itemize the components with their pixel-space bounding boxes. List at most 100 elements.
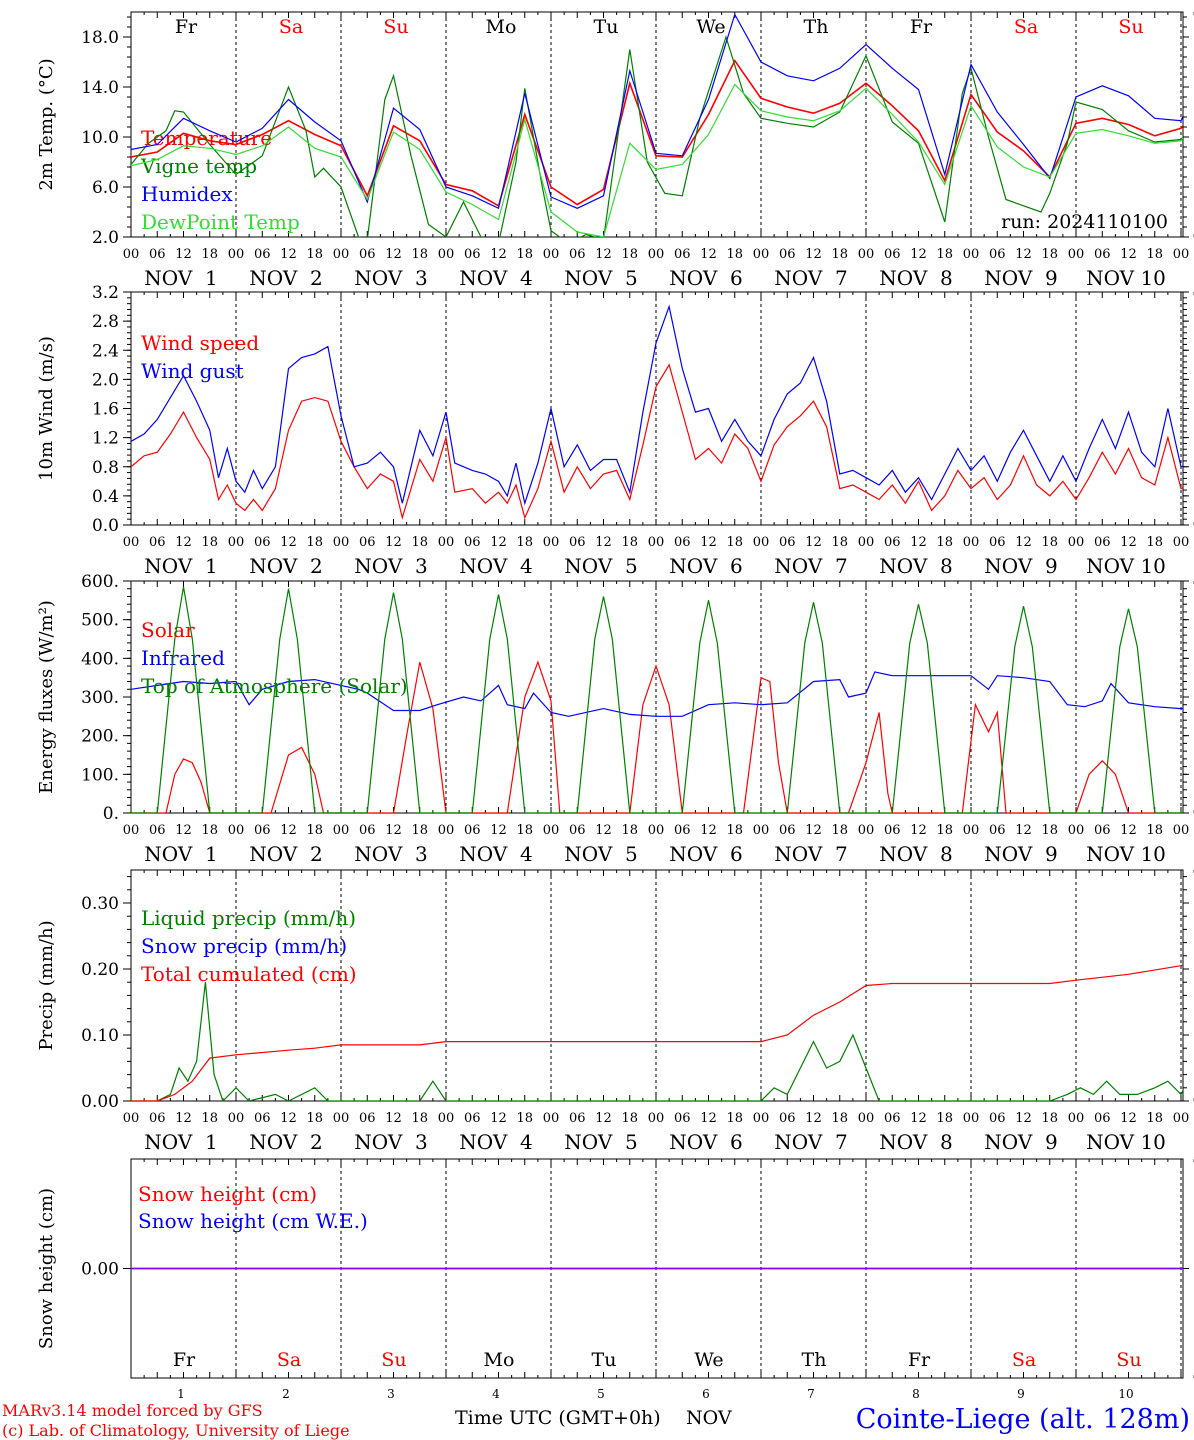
hour-tick-label: 18 xyxy=(936,1111,953,1126)
hour-tick-label: 18 xyxy=(831,535,848,550)
day-number-label: 7 xyxy=(807,1387,815,1401)
date-label: NOV 4 xyxy=(459,842,532,866)
hour-tick-label: 00 xyxy=(1068,535,1085,550)
y-tick-label: 400. xyxy=(81,649,119,669)
hour-tick-label: 00 xyxy=(123,535,140,550)
series-line-wind-speed xyxy=(131,363,1183,520)
day-number-label: 6 xyxy=(702,1387,710,1401)
hour-tick-label: 06 xyxy=(464,247,481,262)
date-label: NOV 1 xyxy=(144,266,217,290)
legend-entry: Temperature xyxy=(141,126,272,150)
hour-tick-label: 18 xyxy=(306,535,323,550)
hour-tick-label: 12 xyxy=(280,1111,297,1126)
panel-2: 0.0 0.4 0.8 1.2 1.6 2.0 2.4 2.8 3.2 10m Wind (m/s… xyxy=(36,283,1194,578)
hour-tick-label: 12 xyxy=(595,1111,612,1126)
hour-tick-label: 06 xyxy=(779,823,796,838)
date-label: NOV 6 xyxy=(669,1130,742,1154)
hour-tick-label: 06 xyxy=(569,247,586,262)
hour-tick-label: 12 xyxy=(385,1111,402,1126)
day-name-label: Tu xyxy=(594,16,619,38)
y-axis-label: 10m Wind (m/s) xyxy=(36,336,57,481)
date-label: NOV 1 xyxy=(144,1130,217,1154)
panel-3: 0. 100. 200. 300. 400. 500. 600. Energy fluxes … xyxy=(36,572,1194,866)
hour-tick-label: 12 xyxy=(910,823,927,838)
hour-tick-label: 00 xyxy=(648,1111,665,1126)
hour-tick-label: 18 xyxy=(936,247,953,262)
hour-tick-label: 12 xyxy=(385,823,402,838)
hour-tick-label: 12 xyxy=(1015,1111,1032,1126)
hour-tick-label: 06 xyxy=(254,1111,271,1126)
date-label: NOV 5 xyxy=(564,266,637,290)
hour-tick-label: 00 xyxy=(648,535,665,550)
series-line-liquid-precip-mm-h xyxy=(131,982,1183,1101)
hour-tick-label: 00 xyxy=(333,1111,350,1126)
hour-tick-label: 00 xyxy=(228,247,245,262)
hour-tick-label: 18 xyxy=(621,247,638,262)
hour-tick-label: 06 xyxy=(569,1111,586,1126)
hour-tick-label: 12 xyxy=(700,535,717,550)
y-tick-label: 0.0 xyxy=(92,516,119,536)
hour-tick-label: 12 xyxy=(385,247,402,262)
legend-entry: Top of Atmosphere (Solar) xyxy=(141,674,408,698)
y-tick-label: 1.6 xyxy=(92,400,119,420)
hour-tick-label: 18 xyxy=(1041,823,1058,838)
hour-tick-label: 18 xyxy=(831,1111,848,1126)
date-label: NOV 2 xyxy=(249,1130,322,1154)
hour-tick-label: 18 xyxy=(1146,247,1163,262)
hour-tick-label: 12 xyxy=(1120,823,1137,838)
hour-tick-label: 00 xyxy=(1068,823,1085,838)
hour-tick-label: 12 xyxy=(490,247,507,262)
series-line-solar xyxy=(131,660,1183,813)
date-label: NOV 3 xyxy=(354,842,427,866)
hour-tick-label: 00 xyxy=(438,247,455,262)
panel-5: 0.00 Snow height (cm) Snow height (cm) Snow… xyxy=(36,1158,1194,1401)
series-line-humidex xyxy=(131,12,1183,210)
hour-tick-label: 12 xyxy=(805,247,822,262)
hour-tick-label: 06 xyxy=(254,535,271,550)
series-line-vigne-temp xyxy=(131,35,1183,237)
hour-tick-label: 12 xyxy=(280,823,297,838)
hour-tick-label: 12 xyxy=(910,1111,927,1126)
hour-tick-label: 12 xyxy=(805,823,822,838)
day-number-label: 5 xyxy=(597,1387,605,1401)
hour-tick-label: 18 xyxy=(1146,823,1163,838)
hour-tick-label: 12 xyxy=(910,247,927,262)
hour-tick-label: 00 xyxy=(1173,247,1190,262)
y-tick-label: 2.0 xyxy=(92,370,119,390)
date-label: NOV 10 xyxy=(1086,266,1166,290)
day-name-label: Su xyxy=(1118,16,1143,38)
hour-tick-label: 18 xyxy=(726,823,743,838)
hour-tick-label: 12 xyxy=(490,535,507,550)
date-label: NOV 5 xyxy=(564,554,637,578)
hour-tick-label: 06 xyxy=(359,535,376,550)
hour-tick-label: 00 xyxy=(228,535,245,550)
legend-entry: Snow height (cm W.E.) xyxy=(138,1209,368,1233)
y-tick-label: 0.4 xyxy=(92,487,119,507)
hour-tick-label: 12 xyxy=(175,823,192,838)
date-label: NOV 1 xyxy=(144,554,217,578)
legend-entry: Wind gust xyxy=(141,359,244,383)
day-name-label: We xyxy=(696,16,725,38)
day-name-label: Mo xyxy=(484,1349,515,1371)
legend-entry: Snow height (cm) xyxy=(138,1182,317,1206)
y-tick-label: 14.0 xyxy=(81,78,119,98)
hour-tick-label: 18 xyxy=(201,535,218,550)
plot-frame xyxy=(130,291,1184,526)
date-label: NOV 9 xyxy=(984,842,1057,866)
day-number-label: 1 xyxy=(177,1387,185,1401)
hour-tick-label: 00 xyxy=(963,247,980,262)
day-name-label: Su xyxy=(381,1349,406,1371)
hour-tick-label: 00 xyxy=(543,1111,560,1126)
hour-tick-label: 00 xyxy=(1068,247,1085,262)
hour-tick-label: 06 xyxy=(779,535,796,550)
date-label: NOV 7 xyxy=(774,554,847,578)
legend-entry: DewPoint Temp xyxy=(141,210,300,234)
hour-tick-label: 12 xyxy=(700,1111,717,1126)
hour-tick-label: 06 xyxy=(359,1111,376,1126)
y-tick-label: 2.8 xyxy=(92,312,119,332)
day-number-label: 3 xyxy=(387,1387,395,1401)
hour-tick-label: 06 xyxy=(674,535,691,550)
hour-tick-label: 18 xyxy=(1041,247,1058,262)
hour-tick-label: 00 xyxy=(648,247,665,262)
hour-tick-label: 06 xyxy=(674,1111,691,1126)
